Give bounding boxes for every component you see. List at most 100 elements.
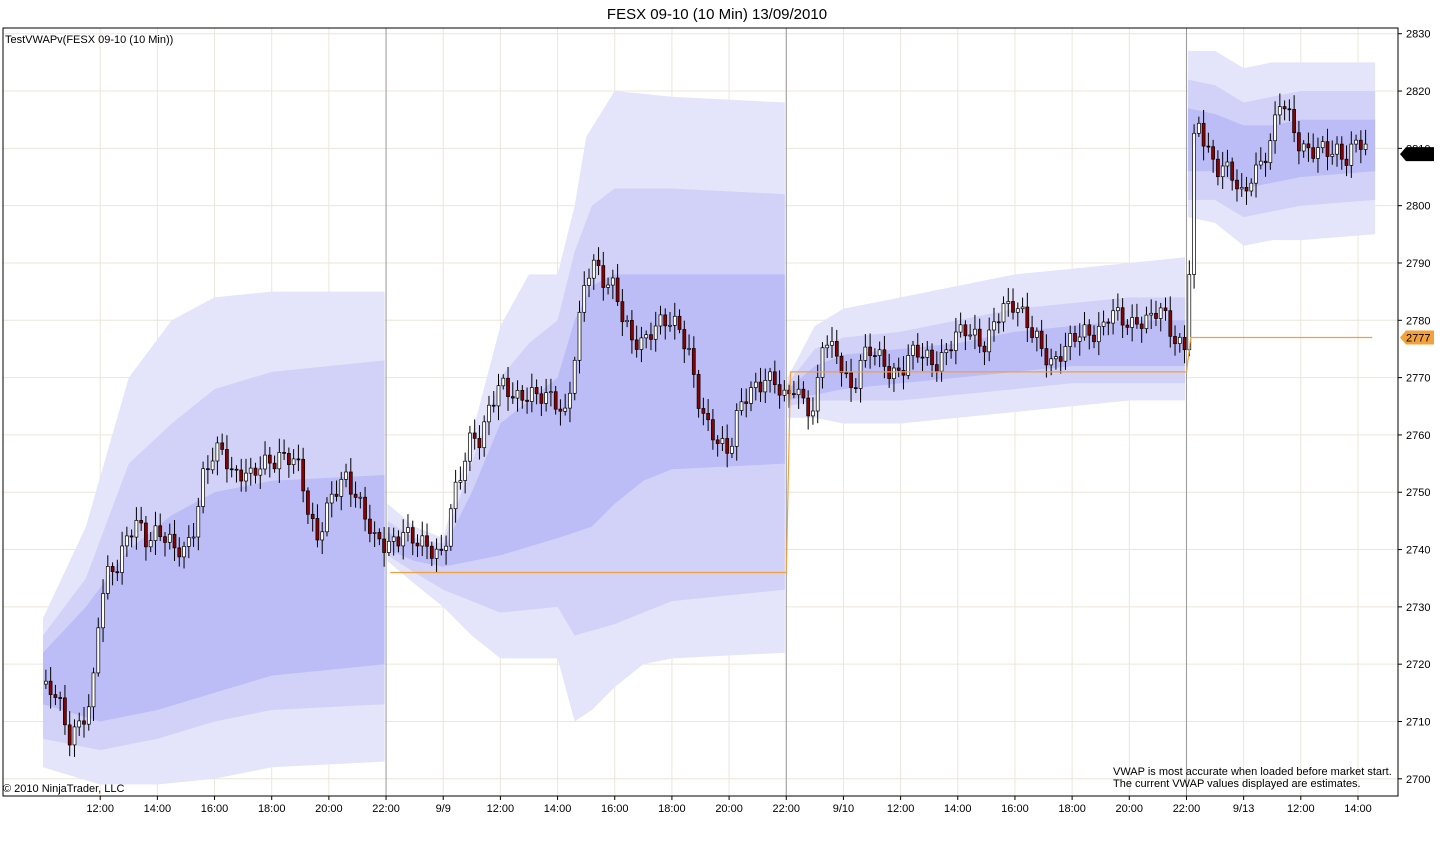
candle-down bbox=[901, 370, 906, 376]
vwap-line bbox=[390, 336, 1373, 574]
x-tick-label: 16:00 bbox=[601, 803, 629, 815]
time-axis[interactable]: 12:00 14:00 16:00 18:00 20:00 22:00 9/9 12:00 14… bbox=[86, 796, 1372, 815]
candle-up bbox=[625, 320, 629, 323]
candle-up bbox=[258, 468, 263, 476]
candle-down bbox=[601, 265, 606, 288]
vwap-price-marker: 2777 bbox=[1400, 330, 1434, 345]
candle-down bbox=[1201, 122, 1206, 147]
candle-down bbox=[663, 314, 668, 327]
candle-up bbox=[91, 672, 96, 708]
candle-down bbox=[310, 513, 315, 519]
candle-down bbox=[649, 334, 653, 340]
candle-up bbox=[1116, 307, 1120, 312]
candle-up bbox=[925, 349, 930, 358]
candle-up bbox=[958, 324, 963, 333]
candle-up bbox=[448, 508, 453, 547]
candle-down bbox=[506, 377, 510, 397]
vwap-price-label: 2777 bbox=[1406, 332, 1430, 344]
candle-up bbox=[1111, 310, 1115, 324]
candle-up bbox=[453, 481, 458, 510]
candle-up bbox=[1006, 301, 1011, 304]
candle-up bbox=[1096, 326, 1101, 343]
candle-up bbox=[939, 352, 944, 372]
candle-up bbox=[210, 460, 215, 471]
candle-down bbox=[415, 542, 420, 547]
candle-up bbox=[401, 532, 406, 547]
candle-down bbox=[553, 391, 558, 410]
y-tick-label: 2730 bbox=[1406, 602, 1430, 614]
candle-up bbox=[954, 331, 958, 351]
candle-up bbox=[96, 627, 101, 674]
candle-down bbox=[934, 364, 939, 372]
y-tick-label: 2740 bbox=[1406, 545, 1430, 557]
candle-down bbox=[1344, 158, 1349, 166]
x-tick-label: 14:00 bbox=[1344, 803, 1372, 815]
candle-up bbox=[1349, 143, 1354, 166]
candle-up bbox=[639, 337, 644, 350]
candle-down bbox=[758, 381, 763, 393]
candle-up bbox=[406, 527, 410, 533]
candle-down bbox=[772, 371, 777, 385]
candle-up bbox=[768, 371, 772, 381]
candle-up bbox=[911, 344, 915, 356]
candle-up bbox=[1239, 187, 1244, 190]
candle-down bbox=[1292, 109, 1296, 134]
y-tick-label: 2700 bbox=[1406, 774, 1430, 786]
price-axis[interactable]: 2700 2710 2720 2730 2740 2750 2760 2770 2780 2790… bbox=[1398, 29, 1430, 786]
candle-down bbox=[1230, 161, 1235, 181]
candle-down bbox=[792, 393, 796, 395]
y-tick-label: 2770 bbox=[1406, 373, 1430, 385]
x-tick-label: 9/13 bbox=[1233, 803, 1254, 815]
candle-down bbox=[172, 533, 177, 549]
candle-down bbox=[239, 469, 244, 482]
candle-up bbox=[653, 325, 658, 340]
candle-up bbox=[291, 458, 296, 465]
plot-area[interactable] bbox=[2, 27, 1399, 797]
x-tick-label: 22:00 bbox=[1173, 803, 1201, 815]
candle-up bbox=[463, 460, 467, 481]
candle-down bbox=[139, 520, 144, 524]
x-tick-label: 20:00 bbox=[1116, 803, 1144, 815]
candle-up bbox=[44, 680, 48, 685]
candle-down bbox=[1168, 310, 1173, 337]
candle-down bbox=[777, 384, 782, 396]
candle-down bbox=[682, 329, 687, 350]
candle-down bbox=[920, 356, 925, 359]
candle-up bbox=[544, 392, 548, 404]
candle-down bbox=[510, 396, 515, 399]
candle-down bbox=[267, 454, 272, 464]
candle-up bbox=[167, 533, 172, 543]
y-tick-label: 2780 bbox=[1406, 315, 1430, 327]
candle-up bbox=[606, 284, 610, 288]
x-tick-label: 20:00 bbox=[715, 803, 743, 815]
candle-down bbox=[429, 545, 434, 559]
candle-up bbox=[906, 355, 911, 376]
candle-down bbox=[963, 324, 968, 337]
vwap-band-inner bbox=[787, 320, 1185, 401]
x-tick-label: 12:00 bbox=[86, 803, 114, 815]
candle-up bbox=[1249, 182, 1254, 192]
candle-up bbox=[515, 390, 520, 399]
candle-down bbox=[396, 536, 401, 547]
candle-up bbox=[644, 334, 649, 339]
candle-up bbox=[325, 502, 329, 533]
candle-down bbox=[301, 458, 306, 492]
candle-up bbox=[1363, 143, 1368, 150]
candle-down bbox=[725, 438, 730, 454]
candle-up bbox=[992, 321, 996, 331]
candle-up bbox=[501, 377, 506, 387]
candle-up bbox=[577, 311, 582, 361]
y-tick-label: 2750 bbox=[1406, 487, 1430, 499]
candle-down bbox=[1039, 330, 1044, 349]
candle-up bbox=[105, 566, 110, 594]
candle-down bbox=[620, 301, 625, 323]
candle-up bbox=[529, 387, 534, 402]
candle-down bbox=[225, 449, 229, 470]
candle-up bbox=[1130, 317, 1134, 328]
candle-up bbox=[134, 520, 139, 538]
candle-down bbox=[439, 548, 444, 551]
candle-up bbox=[944, 349, 949, 353]
candle-down bbox=[1058, 356, 1063, 362]
vwap-note-line2: The current VWAP values displayed are es… bbox=[1113, 778, 1361, 790]
candle-up bbox=[658, 314, 663, 327]
